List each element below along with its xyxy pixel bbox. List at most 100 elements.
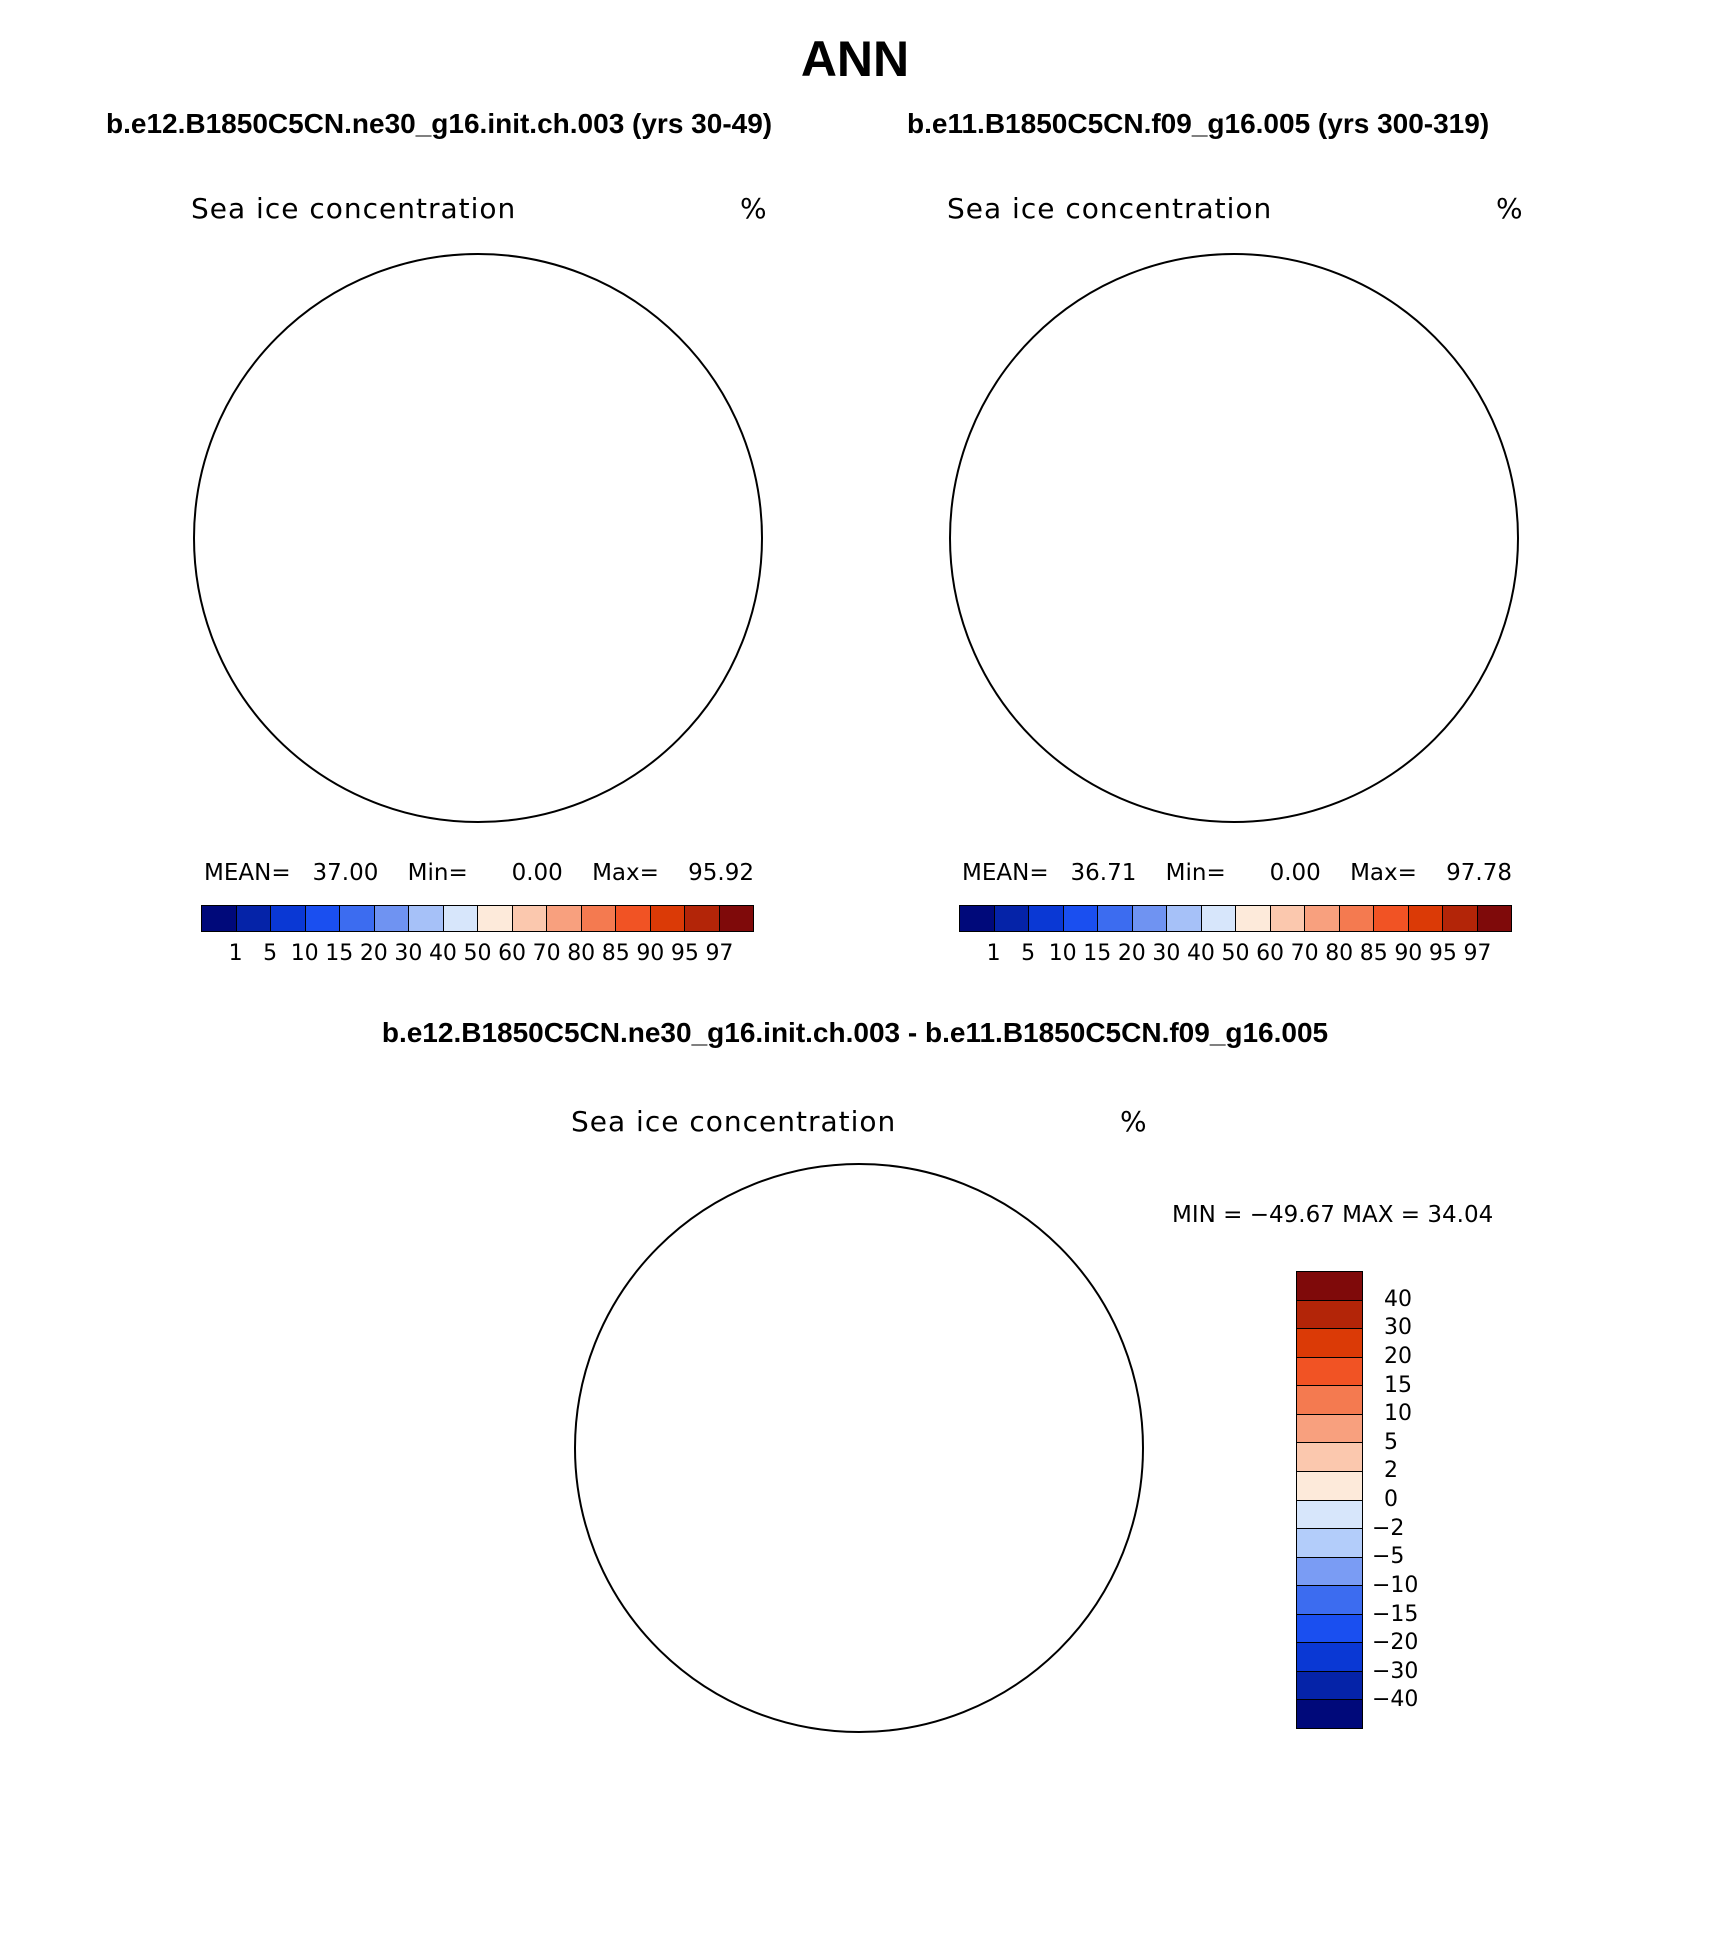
colorbar-swatch	[581, 906, 616, 931]
colorbar-swatch	[1297, 1643, 1362, 1672]
colorbar-tick-label: 5	[1384, 1429, 1398, 1455]
colorbar-swatch	[1236, 906, 1271, 931]
colorbar-tick-label: 0	[1384, 1487, 1398, 1512]
colorbar-tick-label: 30	[1152, 941, 1181, 966]
colorbar-swatch	[271, 906, 306, 931]
colorbar-swatch	[616, 906, 651, 931]
colorbar-swatch	[1305, 906, 1340, 931]
colorbar-swatch	[1297, 1529, 1362, 1558]
colorbar-swatch	[305, 906, 340, 931]
colorbar-swatch	[236, 906, 271, 931]
colorbar-tick-label: 95	[670, 941, 699, 966]
colorbar-swatch	[1063, 906, 1098, 931]
right-variable-title: Sea ice concentration	[947, 192, 1273, 225]
colorbar-tick-label: −10	[1372, 1572, 1419, 1598]
colorbar-swatch	[1477, 906, 1511, 931]
right-colorbar	[959, 905, 1512, 932]
colorbar-tick-label: 2	[1384, 1458, 1398, 1484]
colorbar-swatch	[478, 906, 513, 931]
colorbar-swatch	[1297, 1471, 1362, 1501]
colorbar-swatch	[1297, 1414, 1362, 1444]
colorbar-swatch	[994, 906, 1029, 931]
right-colorbar-ticks: 1 5 10 15 20 30 40 50 60 70 80 85 90 95 97	[959, 941, 1512, 971]
colorbar-tick-label: 5	[263, 941, 278, 966]
right-units: %	[1496, 192, 1524, 225]
colorbar-swatch	[1297, 1300, 1362, 1330]
colorbar-tick-label: 60	[498, 941, 527, 966]
colorbar-swatch	[1297, 1386, 1362, 1415]
colorbar-tick-label: 15	[325, 941, 354, 966]
colorbar-swatch	[340, 906, 375, 931]
colorbar-tick-label: 20	[1384, 1343, 1412, 1369]
figure-title: ANN	[800, 31, 910, 87]
colorbar-swatch	[1270, 906, 1305, 931]
left-case-title: b.e12.B1850C5CN.ne30_g16.init.ch.003 (yr…	[106, 108, 773, 139]
colorbar-tick-label: 95	[1428, 941, 1457, 966]
colorbar-tick-label: −15	[1372, 1601, 1419, 1627]
colorbar-tick-label: 30	[1384, 1315, 1412, 1341]
left-units: %	[740, 192, 768, 225]
colorbar-swatch	[1297, 1500, 1362, 1530]
colorbar-swatch	[1297, 1272, 1362, 1301]
colorbar-tick-label: −30	[1372, 1658, 1419, 1684]
left-colorbar-ticks: 1 5 10 15 20 30 40 50 60 70 80 85 90 95 97	[201, 941, 754, 971]
colorbar-swatch	[202, 906, 237, 931]
colorbar-swatch	[547, 906, 582, 931]
colorbar-swatch	[1132, 906, 1167, 931]
colorbar-swatch	[1408, 906, 1443, 931]
right-polar-map	[949, 253, 1519, 823]
colorbar-tick-label: 40	[1186, 941, 1215, 966]
colorbar-swatch	[1339, 906, 1374, 931]
colorbar-tick-label: 15	[1083, 941, 1112, 966]
left-polar-map	[193, 253, 778, 838]
difference-colorbar-ticks: 40 30 20 15 10 5 2 0 −2 −5 −10 −15 −20 −30 −40	[1372, 1271, 1432, 1729]
left-colorbar	[201, 905, 754, 932]
colorbar-swatch	[374, 906, 409, 931]
colorbar-tick-label: 1	[228, 941, 243, 966]
colorbar-swatch	[1297, 1443, 1362, 1472]
colorbar-tick-label: 97	[705, 941, 734, 966]
left-stats: MEAN= 37.00 Min= 0.00 Max= 95.92	[204, 860, 755, 886]
colorbar-tick-label: 40	[1384, 1286, 1412, 1312]
difference-minmax: MIN = −49.67 MAX = 34.04	[1172, 1202, 1494, 1228]
colorbar-tick-label: 85	[601, 941, 630, 966]
colorbar-tick-label: 20	[1117, 941, 1146, 966]
colorbar-tick-label: 50	[463, 941, 492, 966]
difference-case-title: b.e12.B1850C5CN.ne30_g16.init.ch.003 - b…	[381, 1017, 1329, 1048]
difference-polar-map	[574, 1163, 1144, 1733]
colorbar-swatch	[1297, 1614, 1362, 1644]
difference-units: %	[1120, 1105, 1148, 1138]
colorbar-tick-label: 40	[428, 941, 457, 966]
difference-colorbar	[1296, 1271, 1363, 1729]
colorbar-tick-label: 5	[1021, 941, 1036, 966]
colorbar-tick-label: 15	[1384, 1372, 1412, 1398]
colorbar-tick-label: 80	[567, 941, 596, 966]
colorbar-swatch	[960, 906, 995, 931]
colorbar-tick-label: 10	[1384, 1401, 1412, 1427]
colorbar-tick-label: 20	[359, 941, 388, 966]
colorbar-swatch	[1297, 1700, 1362, 1728]
colorbar-swatch	[1098, 906, 1133, 931]
colorbar-tick-label: 30	[394, 941, 423, 966]
colorbar-tick-label: −5	[1372, 1544, 1405, 1570]
colorbar-tick-label: 10	[1048, 941, 1077, 966]
right-case-title: b.e11.B1850C5CN.f09_g16.005 (yrs 300-319…	[907, 108, 1490, 139]
colorbar-swatch	[409, 906, 444, 931]
colorbar-tick-label: 70	[532, 941, 561, 966]
colorbar-tick-label: 50	[1221, 941, 1250, 966]
colorbar-swatch	[685, 906, 720, 931]
difference-variable-title: Sea ice concentration	[571, 1105, 897, 1138]
colorbar-swatch	[1443, 906, 1478, 931]
colorbar-swatch	[1297, 1586, 1362, 1615]
colorbar-swatch	[1297, 1329, 1362, 1358]
colorbar-tick-label: 60	[1256, 941, 1285, 966]
colorbar-tick-label: −40	[1372, 1687, 1419, 1713]
right-stats: MEAN= 36.71 Min= 0.00 Max= 97.78	[962, 860, 1513, 886]
colorbar-tick-label: 1	[986, 941, 1001, 966]
colorbar-swatch	[1297, 1671, 1362, 1701]
colorbar-swatch	[1201, 906, 1236, 931]
colorbar-swatch	[1029, 906, 1064, 931]
colorbar-tick-label: −2	[1372, 1515, 1405, 1541]
colorbar-tick-label: 97	[1463, 941, 1492, 966]
